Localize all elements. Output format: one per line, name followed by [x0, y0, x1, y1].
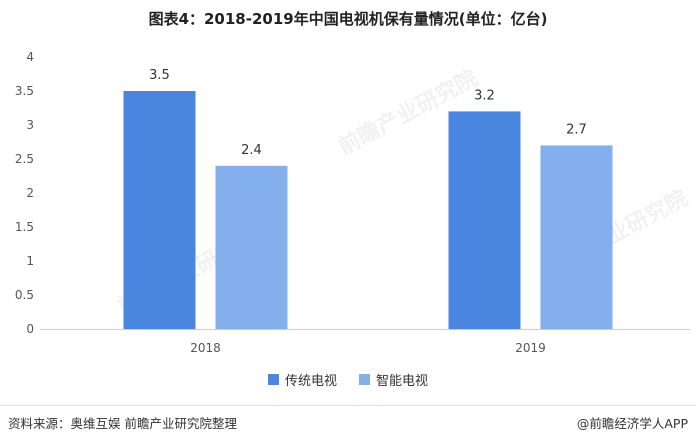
y-tick-label: 1 — [26, 254, 34, 268]
y-tick-label: 2 — [26, 186, 34, 200]
y-tick-label: 0 — [26, 322, 34, 336]
legend-swatch — [267, 374, 279, 385]
y-tick-label: 2.5 — [15, 152, 34, 166]
legend-item-smart-tv: 智能电视 — [359, 370, 428, 389]
y-tick-label: 3.5 — [15, 84, 34, 98]
source-note: 资料来源：奥维互娱 前瞻产业研究院整理 — [8, 416, 237, 431]
y-tick-label: 0.5 — [15, 288, 34, 302]
bar — [215, 165, 288, 329]
bar-chart: 0 0.5 1 1.5 2 2.5 3 3.5 4 3.5 2.4 2018 3.2 2.7 2019 — [15, 50, 690, 355]
legend-item-traditional-tv: 传统电视 — [267, 370, 337, 389]
brand-credit: @前瞻经济学人APP — [576, 416, 688, 431]
bar — [540, 145, 613, 329]
y-tick-label: 4 — [26, 50, 34, 64]
bar — [123, 91, 196, 329]
data-label: 3.5 — [149, 68, 170, 83]
bar — [448, 111, 521, 330]
legend-label: 智能电视 — [376, 374, 429, 389]
legend: 传统电视 智能电视 — [0, 370, 696, 389]
y-tick-label: 1.5 — [15, 220, 34, 234]
legend-swatch — [359, 374, 370, 385]
data-label: 2.7 — [566, 122, 587, 137]
data-label: 3.2 — [474, 88, 495, 103]
x-tick-label: 2019 — [515, 341, 546, 355]
data-label: 2.4 — [241, 143, 262, 158]
legend-label: 传统电视 — [284, 374, 337, 389]
x-tick-label: 2018 — [190, 341, 221, 355]
y-tick-label: 3 — [26, 118, 34, 132]
footer: 资料来源：奥维互娱 前瞻产业研究院整理 @前瞻经济学人APP — [0, 405, 696, 442]
chart-title: 图表4：2018-2019年中国电视机保有量情况(单位：亿台) — [148, 10, 548, 28]
